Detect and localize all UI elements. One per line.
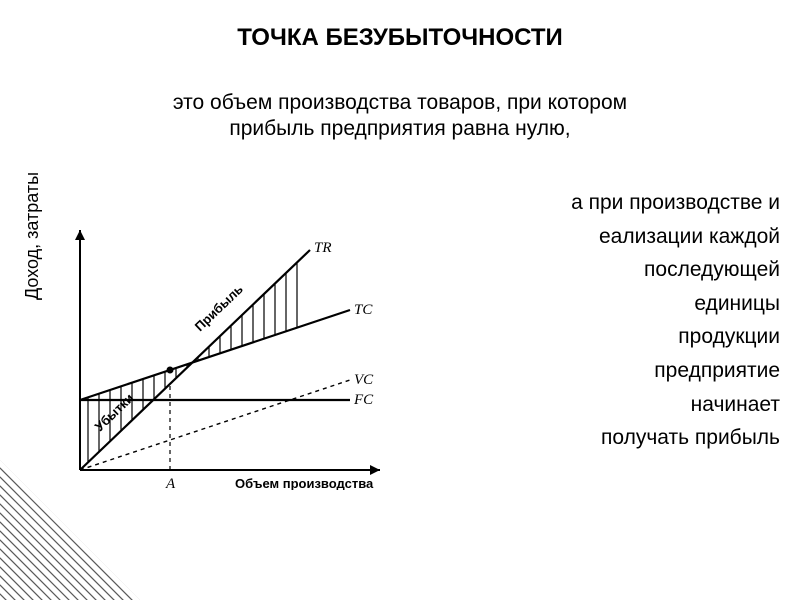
- svg-text:VC: VC: [354, 372, 374, 388]
- svg-text:TC: TC: [354, 302, 373, 318]
- page-title: ТОЧКА БЕЗУБЫТОЧНОСТИ: [0, 24, 800, 52]
- right-line-5: продукции: [430, 320, 780, 354]
- y-axis-label: Доход, затраты: [22, 172, 43, 300]
- right-line-4: единицы: [430, 287, 780, 321]
- subtitle-line-1: это объем производства товаров, при кото…: [173, 91, 627, 114]
- svg-text:Прибыль: Прибыль: [192, 281, 246, 334]
- right-line-3: последующей: [430, 253, 780, 287]
- svg-text:FC: FC: [353, 392, 374, 408]
- right-line-6: предприятие: [430, 354, 780, 388]
- right-line-1: а при производстве и: [430, 186, 780, 220]
- svg-text:Объем производства: Объем производства: [235, 476, 374, 490]
- corner-decor: [0, 400, 200, 600]
- svg-text:TR: TR: [314, 240, 332, 256]
- subtitle: это объем производства товаров, при кото…: [80, 90, 720, 143]
- subtitle-line-2: прибыль предприятия равна нулю,: [229, 117, 570, 140]
- right-line-2: еализации каждой: [430, 220, 780, 254]
- right-line-8: получать прибыль: [430, 421, 780, 455]
- right-paragraph: а при производстве и еализации каждой по…: [430, 186, 780, 455]
- right-line-7: начинает: [430, 388, 780, 422]
